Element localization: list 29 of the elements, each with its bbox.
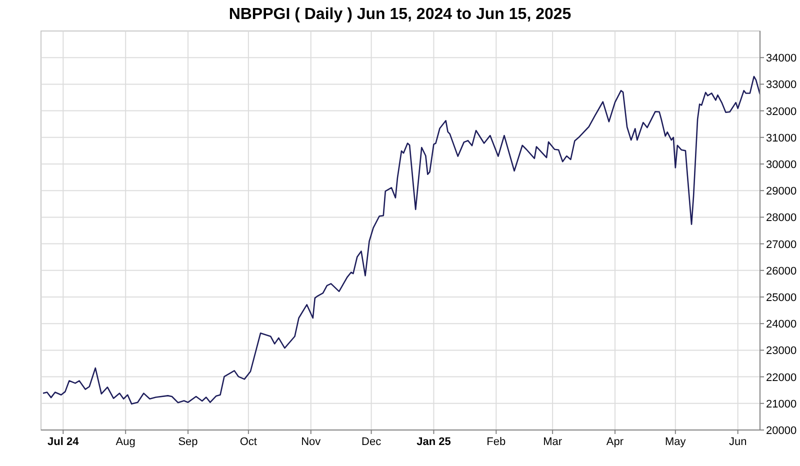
line-series <box>42 76 761 405</box>
x-tick-label: Jul 24 <box>48 436 80 448</box>
y-tick-label: 20000 <box>766 425 797 437</box>
y-tick-label: 25000 <box>766 292 797 304</box>
x-tick-label: Jun <box>728 436 747 448</box>
x-tick-label: Nov <box>301 436 322 448</box>
y-tick-label: 29000 <box>766 186 797 198</box>
y-tick-label: 30000 <box>766 159 797 171</box>
y-tick-label: 33000 <box>766 79 797 92</box>
y-tick-label: 22000 <box>766 372 797 384</box>
y-tick-label: 24000 <box>766 318 797 331</box>
x-tick-label: Sep <box>178 436 198 448</box>
chart-title: NBPPGI ( Daily ) Jun 15, 2024 to Jun 15, 2025 <box>228 6 572 23</box>
y-tick-label: 34000 <box>766 52 797 65</box>
x-tick-label: Oct <box>240 436 258 448</box>
x-tick-label: Jan 25 <box>416 436 451 448</box>
x-tick-label: Mar <box>543 436 562 448</box>
x-tick-label: Apr <box>606 436 624 448</box>
y-tick-label: 28000 <box>766 212 797 224</box>
x-tick-label: Dec <box>362 436 382 448</box>
y-tick-label: 21000 <box>766 398 797 410</box>
x-tick-label: Feb <box>486 436 506 448</box>
x-tick-label: Aug <box>116 436 136 448</box>
y-tick-label: 23000 <box>766 345 797 358</box>
y-tick-label: 27000 <box>766 238 797 251</box>
y-tick-label: 32000 <box>766 106 797 118</box>
x-tick-label: May <box>665 436 686 448</box>
y-tick-label: 26000 <box>766 265 797 278</box>
y-tick-label: 31000 <box>766 132 797 144</box>
